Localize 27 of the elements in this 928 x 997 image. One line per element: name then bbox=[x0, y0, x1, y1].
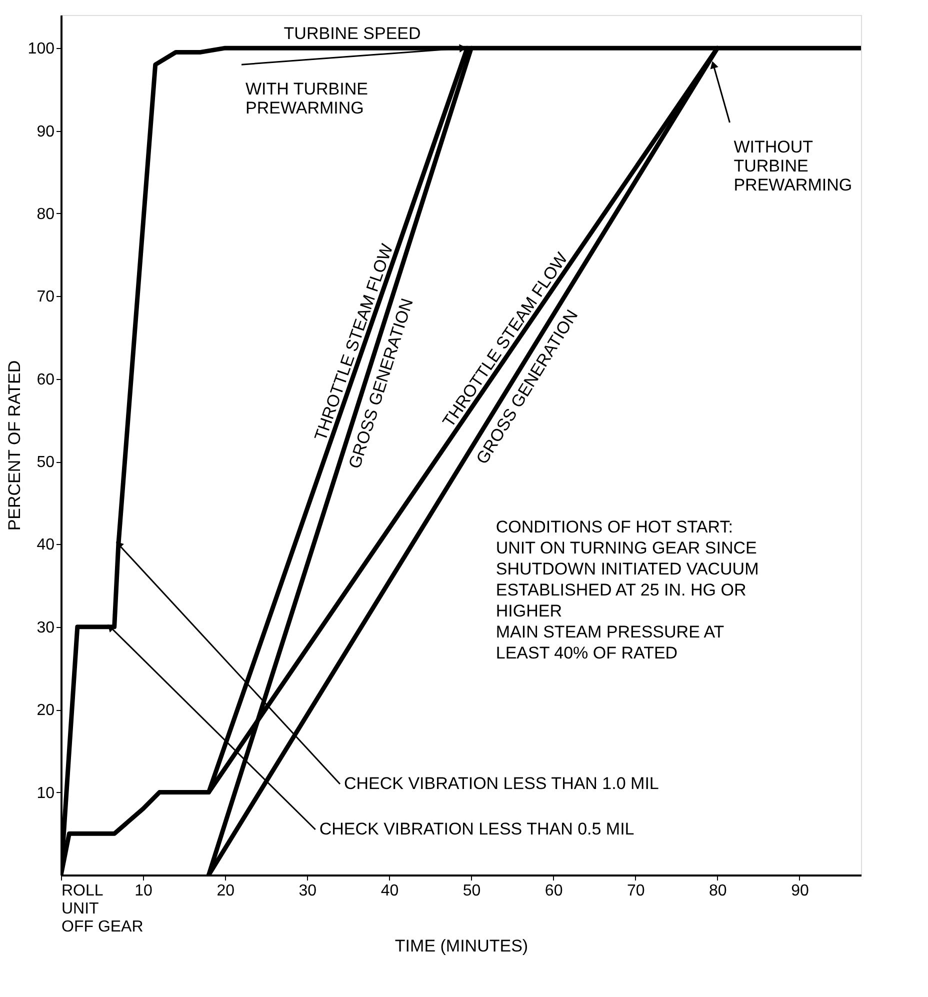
y-tick-label: 10 bbox=[36, 784, 55, 802]
series-label: TURBINE SPEED bbox=[284, 24, 421, 44]
x-tick-label: 70 bbox=[626, 882, 645, 900]
y-tick-label: 40 bbox=[36, 536, 55, 554]
annotation: CHECK VIBRATION LESS THAN 0.5 MIL bbox=[319, 820, 634, 839]
x-tick-label: 60 bbox=[544, 882, 563, 900]
y-tick-label: 90 bbox=[36, 123, 55, 140]
annotation: CONDITIONS OF HOT START: UNIT ON TURNING GEAR SINCE SHUTDOWN INITIATED VACUUM ESTABLISHED AT 25 IN. HG OR HIGHER MAIN STEAM PRESSURE AT LEAST 40% OF RATED bbox=[496, 517, 759, 662]
y-axis-title: PERCENT OF RATED bbox=[4, 360, 24, 531]
y-tick-label: 30 bbox=[36, 619, 55, 636]
y-tick-label: 50 bbox=[36, 454, 55, 472]
x-tick-label: 10 bbox=[134, 882, 153, 900]
annotation: WITH TURBINE PREWARMING bbox=[246, 79, 368, 118]
annotation: CHECK VIBRATION LESS THAN 1.0 MIL bbox=[344, 774, 659, 794]
x-tick-label: 40 bbox=[380, 882, 399, 900]
x-tick-label: 80 bbox=[709, 882, 727, 900]
y-tick-label: 80 bbox=[36, 206, 55, 223]
x-tick-label: 90 bbox=[791, 882, 809, 900]
x-tick-label: 30 bbox=[298, 882, 317, 900]
x-axis-title: TIME (MINUTES) bbox=[394, 936, 528, 956]
y-tick-label: 20 bbox=[36, 702, 55, 720]
y-tick-label: 100 bbox=[28, 40, 55, 58]
x-tick-label: 50 bbox=[462, 882, 481, 900]
y-tick-label: 60 bbox=[36, 371, 55, 388]
annotation: WITHOUT TURBINE PREWARMING bbox=[734, 137, 852, 194]
x-tick-label: 20 bbox=[216, 882, 235, 900]
y-tick-label: 70 bbox=[36, 288, 55, 306]
